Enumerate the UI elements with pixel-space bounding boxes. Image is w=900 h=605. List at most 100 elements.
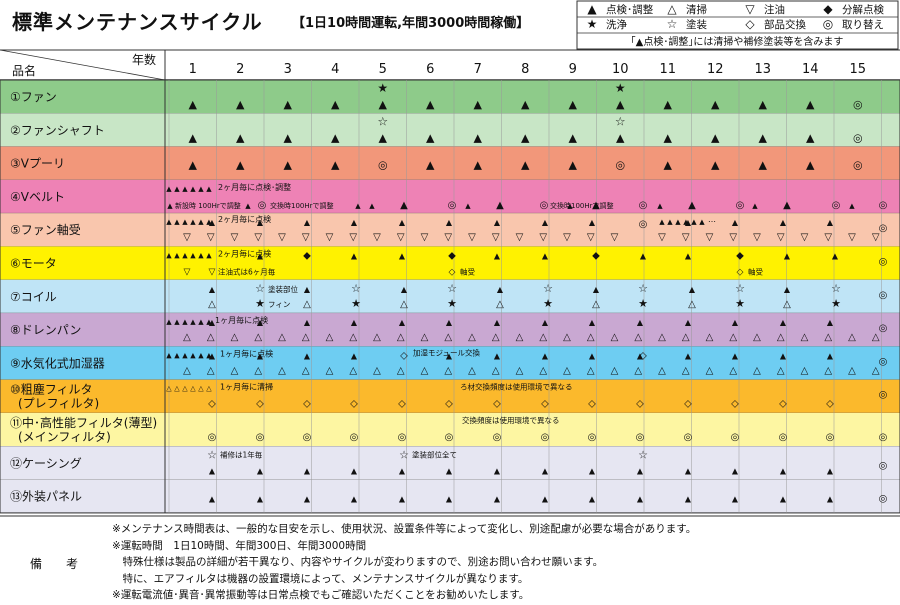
- mark: ◎: [398, 432, 407, 443]
- mark: ▲: [465, 202, 471, 210]
- mark: ▲: [209, 285, 216, 294]
- row-name: ⑪中･高性能フィルタ(薄型): [10, 415, 157, 430]
- mark: ▲: [752, 202, 758, 210]
- mark: ▽: [563, 232, 571, 243]
- mark: ▲: [759, 159, 768, 172]
- legend-symbol: ▲: [587, 2, 597, 16]
- mark: ▲: [780, 466, 787, 475]
- mark: ◇: [639, 350, 647, 361]
- mark: ▲: [426, 159, 435, 172]
- mark: △: [753, 365, 761, 376]
- mark: ▲: [689, 285, 696, 294]
- header-item-label: 品名: [12, 63, 36, 78]
- mark: ▲: [759, 131, 768, 144]
- mark: ◎: [832, 200, 841, 211]
- mark: ▲: [166, 252, 172, 260]
- mark: ▽: [777, 232, 785, 243]
- mark: ▲: [732, 495, 739, 504]
- mark: ▲: [189, 159, 198, 172]
- mark: ▲: [166, 318, 172, 326]
- mark: ▲: [182, 185, 188, 193]
- mark: ▲: [664, 159, 673, 172]
- mark: ▲: [331, 159, 340, 172]
- mark: ▲: [198, 218, 204, 226]
- year-label: 5: [379, 62, 387, 77]
- remark-line: 特殊仕様は製品の詳細が若干異なり、内容やサイクルが変わりますので、別途お問い合わ…: [112, 556, 604, 568]
- mark: ◎: [303, 432, 312, 443]
- row-background: [0, 213, 900, 247]
- mark: ★: [543, 297, 553, 310]
- mark: △: [563, 365, 571, 376]
- mark: △: [183, 365, 191, 376]
- row-background: [0, 113, 900, 147]
- mark: △: [373, 365, 381, 376]
- mark: ▲: [206, 252, 212, 260]
- mark: ▽: [753, 232, 761, 243]
- mark: △: [492, 332, 500, 343]
- row-background: [0, 379, 900, 413]
- mark: △: [231, 365, 239, 376]
- mark: ▲: [369, 202, 375, 210]
- mark: ▲: [304, 495, 311, 504]
- mark: △: [658, 365, 666, 376]
- mark: △: [824, 365, 832, 376]
- mark: ◇: [493, 399, 501, 410]
- mark: △: [682, 332, 690, 343]
- mark: ▲: [474, 159, 483, 172]
- mark: ▲: [446, 351, 453, 360]
- mark: ▲: [542, 466, 549, 475]
- mark: ▽: [373, 232, 381, 243]
- mark: ▽: [682, 232, 690, 243]
- mark: ▲: [236, 159, 245, 172]
- mark: △: [444, 365, 452, 376]
- mark: △: [278, 332, 286, 343]
- row-note: 塗装部位: [268, 284, 298, 294]
- legend-label: 注油: [764, 3, 785, 16]
- mark: ▲: [399, 466, 406, 475]
- mark: ▲: [589, 495, 596, 504]
- mark: ▲: [351, 252, 358, 261]
- mark: ▲: [542, 351, 549, 360]
- year-label: 6: [426, 62, 434, 77]
- mark: ▲: [304, 285, 311, 294]
- mark: ▽: [302, 232, 310, 243]
- mark: ▲: [592, 200, 600, 211]
- mark: ▲: [209, 318, 216, 327]
- mark: ◎: [853, 131, 863, 144]
- mark: ▲: [257, 351, 264, 360]
- mark: ▲: [616, 98, 625, 111]
- mark: ▽: [801, 232, 809, 243]
- mark: △: [516, 332, 524, 343]
- mark: ★: [255, 297, 265, 310]
- mark: △: [729, 365, 737, 376]
- mark: ★: [638, 297, 648, 310]
- mark: ▽: [492, 232, 500, 243]
- mark: ▲: [379, 131, 388, 144]
- mark: ▲: [236, 98, 245, 111]
- remarks: ※メンテナンス時間表は、一般的な目安を示し、使用状況、設置条件等によって変化し、…: [112, 521, 696, 604]
- legend-label: 点検･調整: [606, 3, 654, 16]
- mark: ▲: [699, 218, 705, 226]
- row-background: [0, 80, 900, 114]
- row-name: ⑩粗塵フィルタ: [10, 382, 93, 397]
- row-background: [0, 313, 900, 347]
- mark: ▲: [521, 131, 530, 144]
- row-name-sub: (プレフィルタ): [18, 397, 99, 411]
- row-note: 軸受: [460, 267, 475, 277]
- mark: ▲: [257, 318, 264, 327]
- mark: △: [444, 332, 452, 343]
- mark: ☆: [351, 282, 361, 295]
- mark: ▽: [706, 232, 714, 243]
- legend-symbol: ◆: [823, 2, 833, 16]
- mark: ▲: [521, 159, 530, 172]
- mark: △: [182, 385, 188, 393]
- mark: △: [706, 332, 714, 343]
- mark: △: [373, 332, 381, 343]
- mark: ▲: [446, 318, 453, 327]
- mark: ◇: [445, 399, 453, 410]
- mark: ◎: [258, 200, 267, 211]
- year-label: 13: [754, 62, 771, 77]
- mark: ▲: [331, 98, 340, 111]
- mark: △: [777, 332, 785, 343]
- mark: ▲: [849, 202, 855, 210]
